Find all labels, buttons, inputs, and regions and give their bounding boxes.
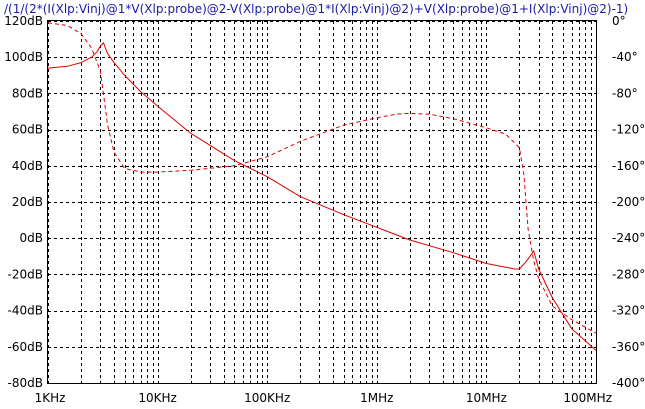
right-axis-tick-label: -120° <box>612 123 645 137</box>
magnitude-trace <box>47 42 597 351</box>
x-axis-tick-label: 10KHz <box>138 391 176 405</box>
left-axis-tick-label: 100dB <box>4 50 43 64</box>
x-axis-tick-label: 100MHz <box>563 391 612 405</box>
plot-frame <box>47 20 597 384</box>
left-axis-tick-labels: 120dB 100dB 80dB 60dB 40dB 20dB 0dB -20dB -40dB -… <box>4 14 43 390</box>
x-axis-tick-label: 10MHz <box>466 391 507 405</box>
right-axis-tick-label: -400° <box>612 376 645 390</box>
phase-trace <box>47 22 597 334</box>
right-axis-tick-label: -320° <box>612 304 645 318</box>
left-axis-tick-label: 120dB <box>4 14 43 28</box>
right-axis-tick-label: -40° <box>612 50 638 64</box>
left-axis-tick-label: 0dB <box>20 231 43 245</box>
left-axis-tick-label: -40dB <box>8 304 43 318</box>
right-axis-tick-label: -240° <box>612 231 645 245</box>
left-axis-tick-label: -60dB <box>8 340 43 354</box>
right-axis-tick-label: -80° <box>612 86 638 100</box>
right-axis-tick-label: -200° <box>612 195 645 209</box>
x-axis-tick-label: 100KHz <box>244 391 290 405</box>
traces <box>47 22 597 351</box>
left-axis-tick-label: -20dB <box>8 267 43 281</box>
left-axis-tick-label: 20dB <box>12 195 43 209</box>
trace-expression-title[interactable]: /(1/(2*(I(Xlp:Vinj)@1*V(Xlp:probe)@2-V(X… <box>4 2 628 16</box>
x-axis-tick-label: 1MHz <box>360 391 393 405</box>
x-axis-tick-labels: 1KHz 10KHz 100KHz 1MHz 10MHz 100MHz <box>35 391 612 405</box>
right-axis-tick-label: -360° <box>612 340 645 354</box>
right-axis-tick-label: 0° <box>612 14 626 28</box>
right-axis-tick-labels: 0° -40° -80° -120° -160° -200° -240° -280° -320°… <box>612 14 645 390</box>
right-axis-tick-label: -160° <box>612 159 645 173</box>
left-axis-tick-label: -80dB <box>8 376 43 390</box>
left-axis-tick-label: 80dB <box>12 86 43 100</box>
left-axis-tick-label: 40dB <box>12 159 43 173</box>
x-axis-tick-label: 1KHz <box>35 391 66 405</box>
grid-lines <box>48 21 597 384</box>
left-axis-tick-label: 60dB <box>12 123 43 137</box>
right-axis-tick-label: -280° <box>612 267 645 281</box>
